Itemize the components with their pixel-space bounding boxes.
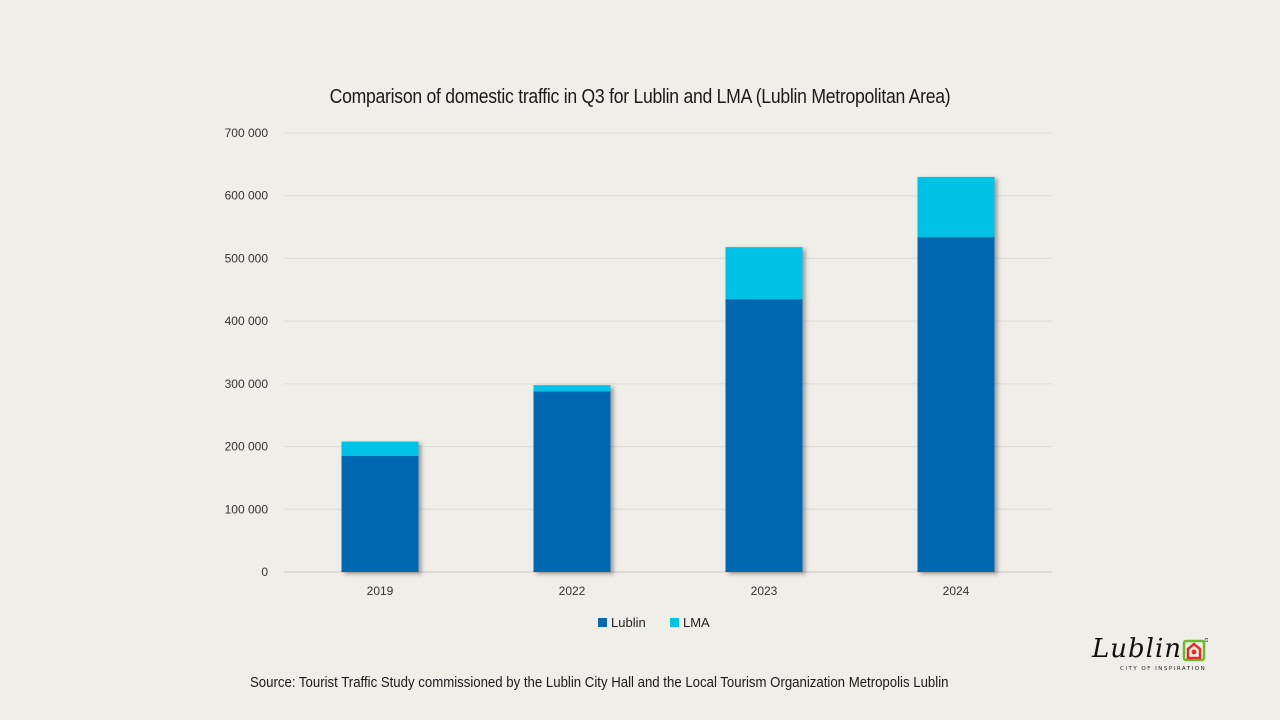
y-tick-label: 300 000 (225, 377, 269, 391)
bar-stack-2023 (725, 247, 803, 572)
x-tick-label: 2023 (751, 584, 778, 598)
legend-swatch-lma (670, 618, 679, 627)
bar-lublin-2019 (341, 455, 419, 572)
logo-emblem-icon (1182, 638, 1208, 662)
y-tick-label: 100 000 (225, 502, 269, 516)
bar-lma-2023 (725, 247, 803, 300)
bar-stack-2019 (341, 441, 419, 572)
bar-lublin-2024 (917, 237, 995, 572)
legend: Lublin LMA (598, 615, 710, 630)
logo-wordmark: Lublin (1092, 634, 1183, 664)
y-tick-label: 200 000 (225, 440, 269, 454)
legend-label-lma: LMA (683, 615, 710, 630)
y-axis-ticks: 0 100 000 200 000 300 000 400 000 500 000 600 … (225, 126, 269, 579)
y-tick-label: 400 000 (225, 314, 269, 328)
source-note: Source: Tourist Traffic Study commission… (250, 674, 949, 691)
bar-lma-2024 (917, 176, 995, 238)
bars (341, 176, 995, 572)
bar-lublin-2023 (725, 299, 803, 572)
y-tick-label: 0 (261, 565, 268, 579)
y-tick-label: 500 000 (225, 251, 269, 265)
legend-label-lublin: Lublin (611, 615, 646, 630)
bar-stack-2022 (533, 385, 611, 572)
bar-lublin-2022 (533, 391, 611, 572)
x-tick-label: 2019 (367, 584, 394, 598)
legend-swatch-lublin (598, 618, 607, 627)
lublin-logo: Lublin CITY OF INSPIRATION (1090, 634, 1220, 676)
y-tick-label: 700 000 (225, 126, 269, 140)
x-axis-ticks: 2019 2022 2023 2024 (367, 584, 970, 598)
bar-stack-2024 (917, 176, 995, 572)
bar-lma-2022 (533, 385, 611, 392)
chart-title: Comparison of domestic traffic in Q3 for… (329, 86, 951, 108)
bar-lma-2019 (341, 441, 419, 456)
x-tick-label: 2022 (559, 584, 586, 598)
y-tick-label: 600 000 (225, 189, 269, 203)
logo-tagline: CITY OF INSPIRATION (1120, 666, 1207, 672)
x-tick-label: 2024 (943, 584, 970, 598)
